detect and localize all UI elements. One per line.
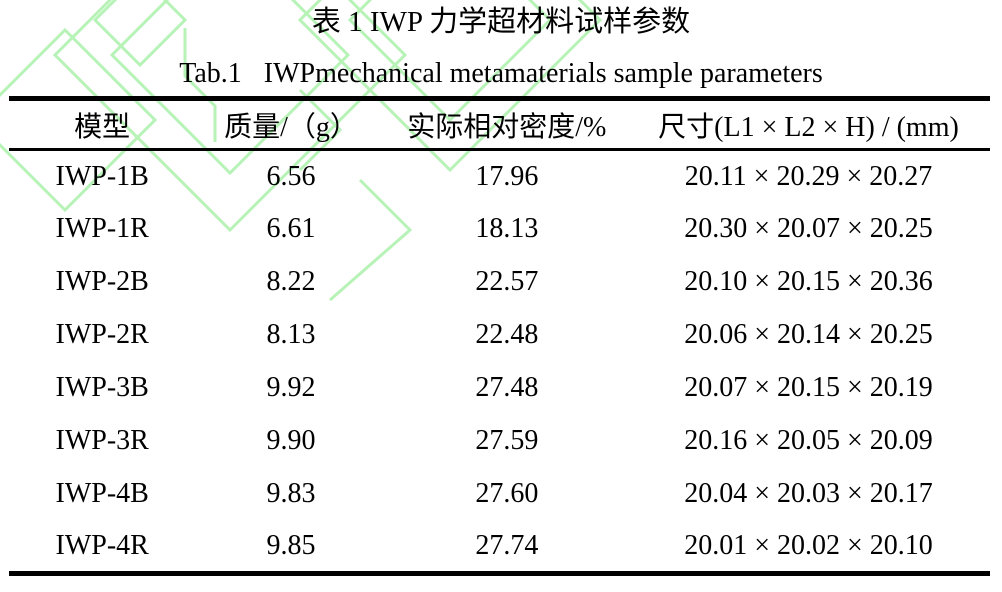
table-row: IWP-1B 6.56 17.96 20.11 × 20.29 × 20.27	[9, 150, 990, 203]
cell-size: 20.06 × 20.14 × 20.25	[684, 319, 933, 350]
cell-model: IWP-3R	[55, 425, 149, 456]
cell-size: 20.30 × 20.07 × 20.25	[684, 213, 933, 244]
cell-mass: 6.61	[266, 213, 316, 244]
col-header-size: 尺寸(L1 × L2 × H) / (mm)	[658, 111, 959, 143]
table-header-row: 模型 质量/（g） 实际相对密度/% 尺寸(L1 × L2 × H) / (mm…	[9, 99, 990, 150]
cell-density: 27.60	[475, 478, 539, 509]
cell-model: IWP-1B	[55, 160, 149, 192]
cell-mass: 9.83	[266, 478, 316, 509]
table-row: IWP-3B 9.92 27.48 20.07 × 20.15 × 20.19	[9, 362, 990, 415]
cell-mass: 8.22	[266, 266, 316, 297]
table-row: IWP-3R 9.90 27.59 20.16 × 20.05 × 20.09	[9, 415, 990, 468]
cell-size: 20.11 × 20.29 × 20.27	[684, 160, 933, 192]
cell-mass: 9.85	[266, 529, 316, 561]
cell-density: 22.57	[475, 266, 539, 297]
cell-model: IWP-4B	[55, 478, 149, 509]
col-header-model: 模型	[74, 111, 131, 143]
table-title-en: Tab.1 IWPmechanical metamaterials sample …	[0, 57, 1002, 91]
cell-density: 27.59	[475, 425, 539, 456]
table-row: IWP-4B 9.83 27.60 20.04 × 20.03 × 20.17	[9, 468, 990, 521]
cell-density: 17.96	[475, 160, 539, 192]
cell-density: 22.48	[475, 319, 539, 350]
watermark-diamond-lattice	[0, 0, 603, 302]
table-number-label: Tab.1	[179, 58, 242, 89]
cell-mass: 9.92	[266, 372, 316, 403]
cell-model: IWP-3B	[55, 372, 149, 403]
cell-size: 20.10 × 20.15 × 20.36	[684, 266, 933, 297]
table-row: IWP-1R 6.61 18.13 20.30 × 20.07 × 20.25	[9, 203, 990, 256]
cell-mass: 6.56	[266, 160, 316, 192]
cell-size: 20.01 × 20.02 × 20.10	[684, 529, 933, 561]
table-title-zh: 表 1 IWP 力学超材料试样参数	[311, 6, 691, 38]
cell-mass: 9.90	[266, 425, 316, 456]
cell-density: 27.74	[475, 529, 539, 561]
cell-model: IWP-2B	[55, 266, 149, 297]
cell-mass: 8.13	[266, 319, 316, 350]
col-header-mass: 质量/（g）	[224, 111, 358, 143]
cell-size: 20.04 × 20.03 × 20.17	[684, 478, 933, 509]
table-row: IWP-2B 8.22 22.57 20.10 × 20.15 × 20.36	[9, 256, 990, 309]
cell-model: IWP-2R	[55, 319, 149, 350]
table-row: IWP-2R 8.13 22.48 20.06 × 20.14 × 20.25	[9, 309, 990, 362]
cell-model: IWP-1R	[55, 213, 149, 244]
sample-parameters-table: 模型 质量/（g） 实际相对密度/% 尺寸(L1 × L2 × H) / (mm…	[9, 96, 990, 576]
table-caption-en: IWPmechanical metamaterials sample param…	[263, 58, 823, 89]
table-row: IWP-4R 9.85 27.74 20.01 × 20.02 × 20.10	[9, 521, 990, 574]
cell-model: IWP-4R	[55, 529, 149, 561]
cell-size: 20.16 × 20.05 × 20.09	[684, 425, 933, 456]
cell-size: 20.07 × 20.15 × 20.19	[684, 372, 933, 403]
col-header-density: 实际相对密度/%	[407, 111, 607, 143]
cell-density: 18.13	[475, 213, 539, 244]
cell-density: 27.48	[475, 372, 539, 403]
